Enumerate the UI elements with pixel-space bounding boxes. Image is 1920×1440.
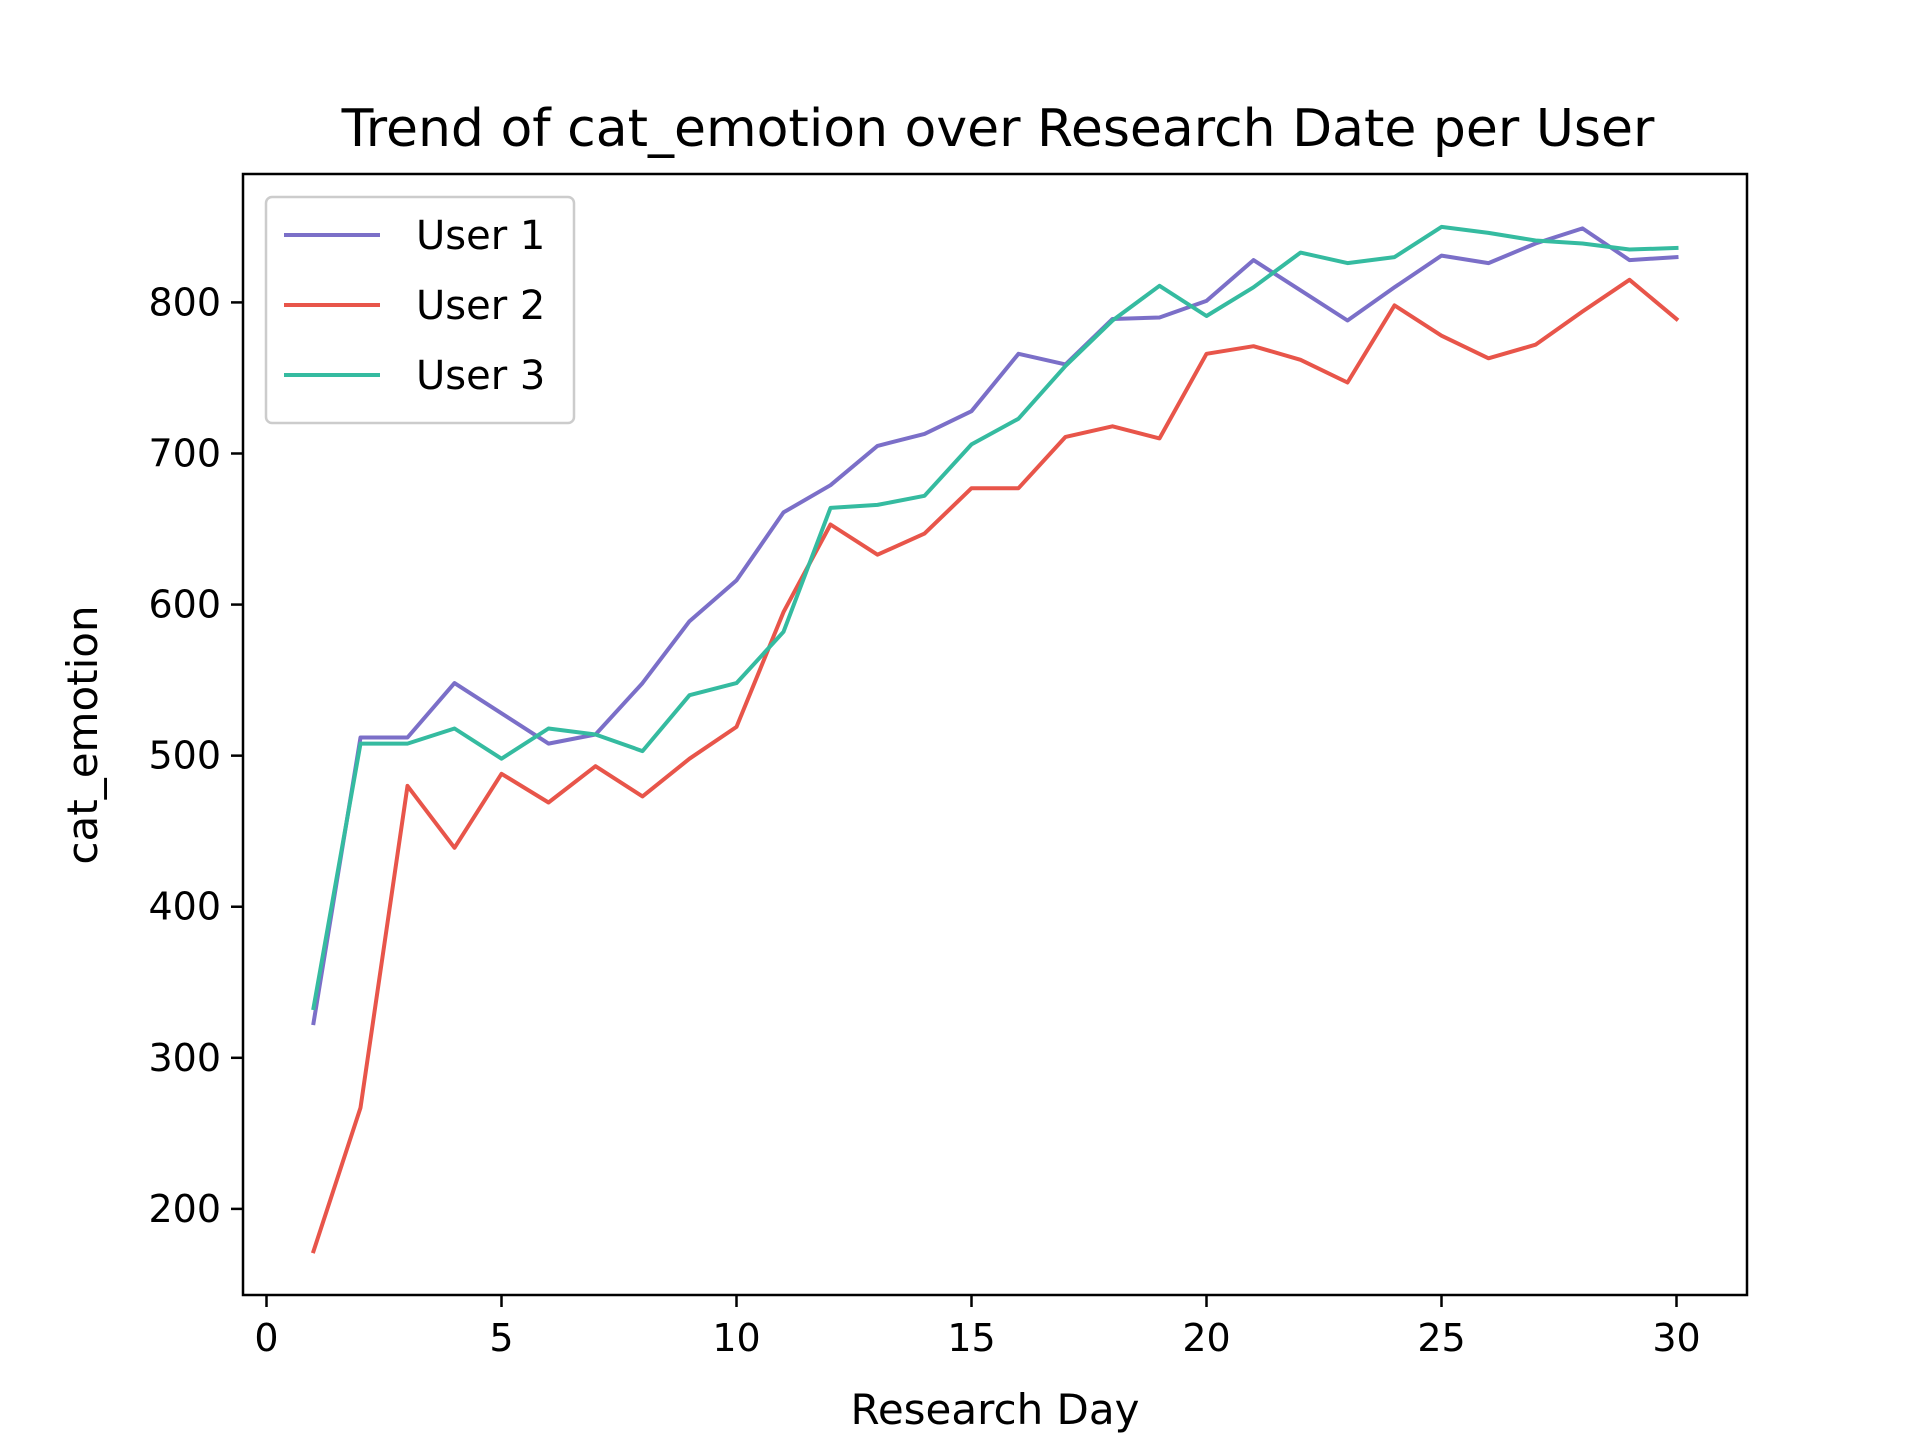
x-axis-label: Research Day [851,1385,1140,1434]
series-line-user-3 [311,224,1679,1011]
y-tick-label: 300 [148,1036,221,1080]
x-tick-label: 0 [254,1316,278,1360]
series-line-user-1 [311,226,1679,1026]
legend: User 1 User 2 User 3 [264,195,576,425]
y-tick-label: 500 [148,734,221,778]
y-axis: 200 300 400 500 600 700 800 [148,280,243,1231]
y-tick-label: 600 [148,583,221,627]
legend-label-user-3: User 3 [416,353,545,399]
x-tick-label: 15 [947,1316,995,1360]
chart-title: Trend of cat_emotion over Research Date … [341,99,1655,159]
plot-frame [241,172,1749,1297]
x-tick-label: 25 [1417,1316,1465,1360]
legend-label-user-1: User 1 [416,213,545,259]
y-tick-label: 700 [148,431,221,475]
series-line-user-2 [310,277,1680,1254]
y-axis-label: cat_emotion [58,605,107,864]
x-tick-label: 20 [1182,1316,1230,1360]
legend-label-user-2: User 2 [416,283,545,329]
x-axis: 0 5 10 15 20 25 30 [254,1295,1701,1360]
x-tick-label: 10 [712,1316,760,1360]
x-tick-label: 5 [489,1316,513,1360]
y-tick-label: 800 [148,280,221,324]
y-tick-label: 400 [148,885,221,929]
y-tick-label: 200 [148,1187,221,1231]
x-tick-label: 30 [1652,1316,1700,1360]
plot-lines [310,224,1680,1254]
legend-box [264,195,576,425]
